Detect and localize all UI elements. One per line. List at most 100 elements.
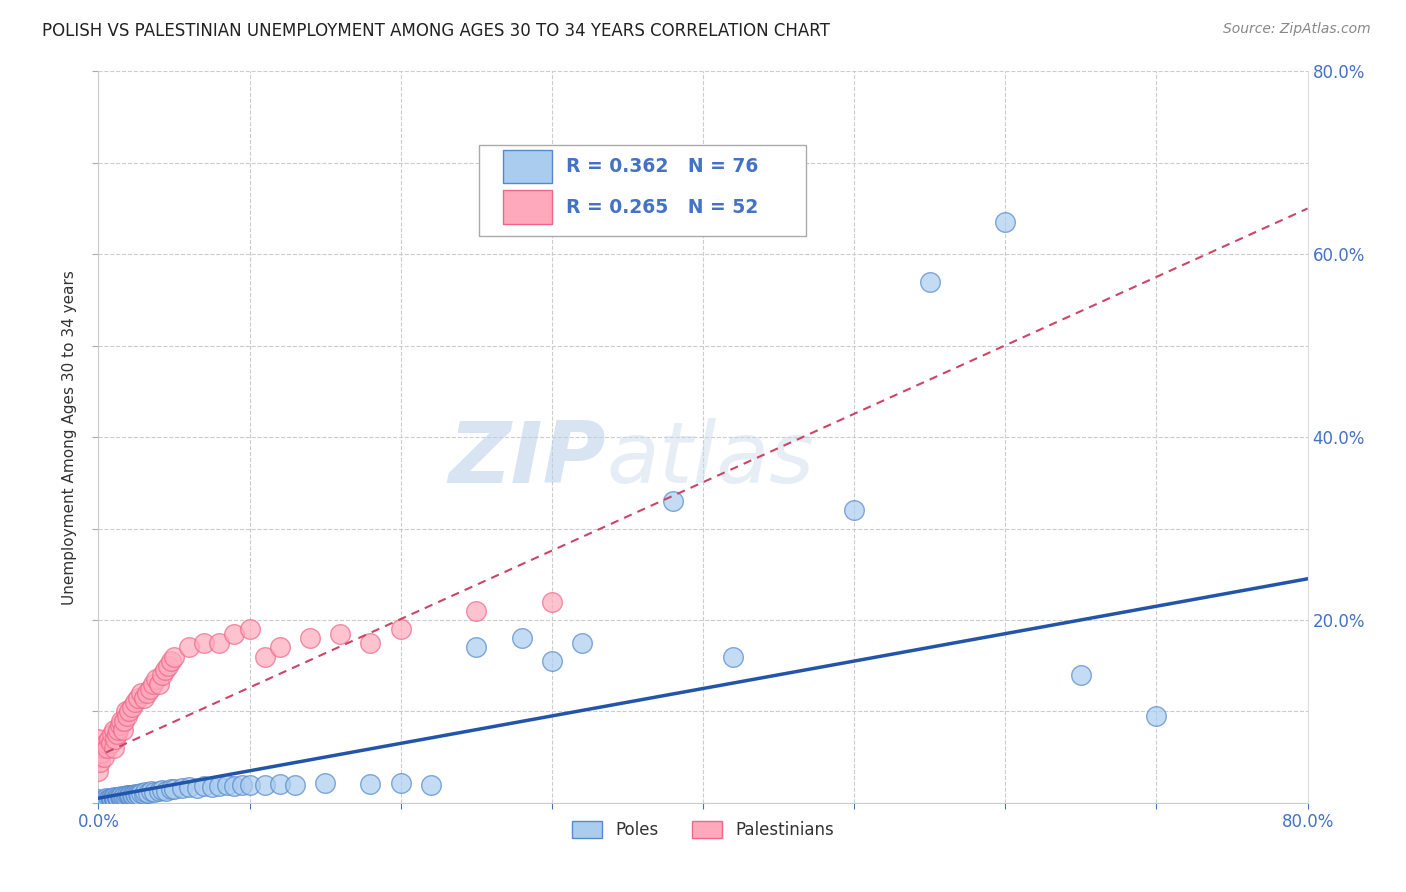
Point [143,785,166,799]
Point [87,731,110,746]
Point [127,787,149,801]
Point [87,750,110,764]
Point [105,790,128,805]
FancyBboxPatch shape [503,190,551,224]
Point [160,782,183,797]
Point [87,793,110,807]
Point [141,784,163,798]
Point [994,215,1017,229]
Point [124,695,146,709]
Point [100,793,122,807]
Point [125,788,148,802]
Point [112,789,135,804]
Point [94,791,117,805]
Point [87,796,110,810]
Point [163,782,186,797]
Point [87,764,110,778]
Text: Source: ZipAtlas.com: Source: ZipAtlas.com [1223,22,1371,37]
Point [156,658,179,673]
Point [179,640,201,655]
Point [100,791,122,805]
Point [129,686,152,700]
Point [110,714,132,728]
FancyBboxPatch shape [479,145,806,235]
Point [163,649,186,664]
Point [269,640,291,655]
Point [103,723,125,737]
Point [103,790,125,805]
Point [93,794,115,808]
Point [94,736,117,750]
Point [208,636,231,650]
Point [121,699,143,714]
Point [98,731,121,746]
Point [101,727,124,741]
Point [87,794,110,808]
Point [360,636,382,650]
Point [127,690,149,705]
Point [110,791,132,805]
Point [118,788,141,802]
Legend: Poles, Palestinians: Poles, Palestinians [565,814,841,846]
Point [145,673,167,687]
Point [104,731,127,746]
Text: atlas: atlas [606,417,814,500]
Point [329,626,352,640]
Point [1144,709,1167,723]
Text: R = 0.362   N = 76: R = 0.362 N = 76 [567,157,759,176]
Point [96,793,118,807]
Point [104,792,127,806]
Point [179,780,201,795]
Point [148,677,170,691]
Point [91,740,114,755]
Text: R = 0.265   N = 52: R = 0.265 N = 52 [567,197,759,217]
Point [100,736,122,750]
Point [108,718,131,732]
Point [112,714,135,728]
Point [723,649,745,664]
Point [111,723,134,737]
Point [208,780,231,794]
Point [132,787,155,801]
Point [103,791,125,805]
Point [571,636,593,650]
Text: ZIP: ZIP [449,417,606,500]
Point [118,705,141,719]
Point [103,793,125,807]
Point [87,792,110,806]
Point [150,667,173,681]
Point [465,604,488,618]
Point [540,594,562,608]
Point [91,793,114,807]
Point [134,785,156,799]
Point [132,690,155,705]
Point [105,727,128,741]
Point [108,790,131,805]
Point [129,786,152,800]
Point [253,778,276,792]
Point [94,792,117,806]
Point [118,789,141,804]
Point [148,784,170,798]
Text: POLISH VS PALESTINIAN UNEMPLOYMENT AMONG AGES 30 TO 34 YEARS CORRELATION CHART: POLISH VS PALESTINIAN UNEMPLOYMENT AMONG… [42,22,830,40]
Point [420,779,443,793]
Point [239,622,262,636]
Point [153,663,176,677]
Point [114,705,136,719]
Point [93,750,115,764]
Point [90,746,112,760]
Point [89,755,111,769]
Point [114,790,136,805]
Point [844,503,866,517]
Point [193,780,215,794]
Point [155,784,177,798]
Point [110,789,132,804]
Point [360,776,382,790]
Point [224,780,246,794]
Point [299,632,322,646]
Point [142,677,165,691]
Point [111,790,134,805]
Point [540,654,562,668]
Point [87,795,110,809]
Point [239,779,262,793]
